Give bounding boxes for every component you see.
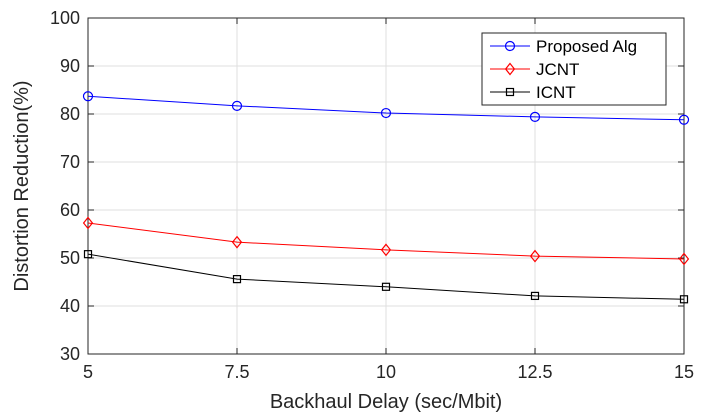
y-axis-title: Distortion Reduction(%) <box>11 80 33 291</box>
data-point-diamond <box>231 235 243 249</box>
data-point-diamond <box>380 243 392 257</box>
legend-label: ICNT <box>536 83 576 102</box>
grid <box>87 17 685 355</box>
legend-marker-diamond <box>504 62 516 76</box>
data-point-square <box>530 291 540 301</box>
y-tick-label: 80 <box>60 104 80 124</box>
data-point-circle <box>678 114 690 125</box>
x-tick-label: 10 <box>376 362 396 382</box>
y-tick-label: 90 <box>60 56 80 76</box>
legend-label: JCNT <box>536 60 579 79</box>
legend-item: JCNT <box>490 60 579 79</box>
data-point-square <box>679 295 689 304</box>
legend-label: Proposed Alg <box>536 37 637 56</box>
legend-item: Proposed Alg <box>490 37 637 56</box>
legend: Proposed Alg JCNT ICNT <box>481 32 667 106</box>
y-tick-label: 60 <box>60 200 80 220</box>
data-point-square <box>381 282 391 291</box>
series-group <box>82 91 690 304</box>
data-point-diamond <box>82 216 94 230</box>
x-axis-title: Backhaul Delay (sec/Mbit) <box>270 391 502 413</box>
legend-item: ICNT <box>490 83 576 102</box>
data-point-circle <box>529 111 541 122</box>
y-tick-label: 70 <box>60 152 80 172</box>
series-line <box>87 222 685 260</box>
legend-marker-circle <box>504 40 516 52</box>
data-point-square <box>232 275 242 284</box>
series-icnt <box>83 250 689 304</box>
data-point-diamond <box>529 249 541 263</box>
data-point-diamond <box>678 252 690 266</box>
legend-marker-square <box>505 87 515 97</box>
data-point-square <box>83 250 93 259</box>
y-tick-label: 100 <box>50 8 80 28</box>
data-point-circle <box>82 91 94 102</box>
series-line <box>87 95 685 121</box>
y-tick-label: 50 <box>60 248 80 268</box>
x-tick-label: 12.5 <box>517 362 552 382</box>
x-tick-label: 5 <box>83 362 93 382</box>
y-tick-label: 30 <box>60 344 80 364</box>
series-proposed-alg <box>82 91 690 125</box>
y-tick-label: 40 <box>60 296 80 316</box>
data-point-circle <box>380 107 392 119</box>
x-tick-label: 15 <box>674 362 694 382</box>
x-tick-label: 7.5 <box>224 362 249 382</box>
series-line <box>87 253 685 300</box>
series-jcnt <box>82 216 690 266</box>
axis-ticks: 5 7.5 10 12.5 15 30 40 50 60 70 80 90 100 <box>50 8 694 382</box>
data-point-circle <box>231 100 243 111</box>
